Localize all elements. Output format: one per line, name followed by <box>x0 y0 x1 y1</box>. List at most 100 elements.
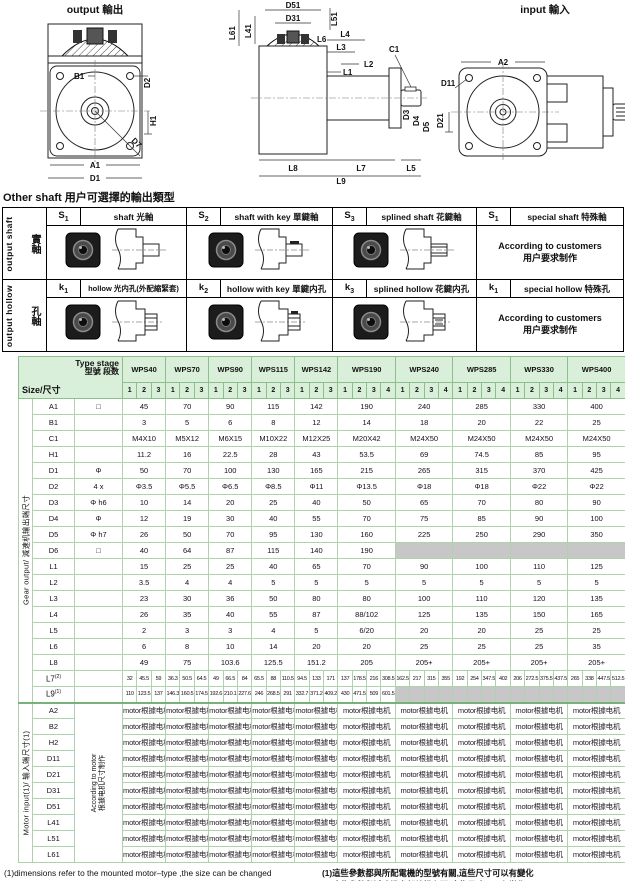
row-label-L61: L61 <box>32 846 75 863</box>
table-cell: 192 <box>452 670 468 687</box>
dim-A1: A1 <box>90 161 101 170</box>
table-cell: 85 <box>509 446 569 463</box>
table-cell: 25 <box>567 622 625 639</box>
table-cell: 285 <box>452 398 511 415</box>
table-cell: 88/102 <box>337 606 396 623</box>
table-cell: 165 <box>567 606 625 623</box>
table-cell: 308.5 <box>380 670 396 687</box>
empty-cell <box>495 686 511 703</box>
shaft-photo-plain <box>46 225 187 280</box>
motor-cell: motor根據电机 <box>165 701 210 719</box>
table-cell: 192.6 <box>208 686 224 703</box>
table-cell: 95 <box>567 446 625 463</box>
column-header-WPS40: WPS40 <box>122 356 167 383</box>
table-cell: 5 <box>165 414 210 431</box>
table-cell: 5 <box>294 622 339 639</box>
table-cell: Φ13.5 <box>337 478 396 495</box>
table-cell: 25 <box>251 494 296 511</box>
stage-header: 2 <box>265 382 281 399</box>
table-cell: 268.5 <box>265 686 281 703</box>
motor-cell: motor根據电机 <box>337 846 396 863</box>
table-cell: 18 <box>394 414 454 431</box>
table-cell: 162.5 <box>394 670 411 687</box>
table-cell: 471.5 <box>351 686 368 703</box>
table-cell: 125 <box>567 558 625 575</box>
table-cell: 25 <box>452 638 511 655</box>
table-cell: 25 <box>509 622 569 639</box>
label-shaft-with-key: shaft with key 單鍵軸 <box>220 207 333 226</box>
table-cell: 130 <box>294 526 339 543</box>
code-k1: k1 <box>46 279 81 298</box>
table-cell: 151.2 <box>294 654 339 671</box>
row-symbol <box>73 446 124 463</box>
motor-input-side-label: Motor input(1)/ 输入端尺寸(1) <box>18 701 33 863</box>
motor-cell: motor根據电机 <box>165 798 210 815</box>
table-cell: 123.5 <box>136 686 152 703</box>
motor-cell: motor根據电机 <box>165 814 210 831</box>
footnotes: (1)dimensions refer to the mounted motor… <box>4 867 623 881</box>
dim-D51: D51 <box>286 1 301 10</box>
column-header-WPS70: WPS70 <box>165 356 210 383</box>
table-cell: 75 <box>165 654 210 671</box>
table-cell: 409.2 <box>323 686 339 703</box>
flange-icon <box>64 304 101 340</box>
table-cell: 22.5 <box>208 446 253 463</box>
table-cell: 64.5 <box>193 670 210 687</box>
table-cell: 40 <box>122 542 167 559</box>
table-cell <box>567 542 625 559</box>
table-cell: 137 <box>337 670 353 687</box>
motor-cell: motor根據电机 <box>294 830 339 847</box>
table-cell: 125.5 <box>251 654 296 671</box>
dim-B1: B1 <box>74 72 85 81</box>
table-cell: 30 <box>208 510 253 527</box>
row-label-L4: L4 <box>32 606 75 623</box>
label-splined-hollow: splined hollow 花鍵内孔 <box>366 279 477 298</box>
row-label-A2: A2 <box>32 701 75 719</box>
table-cell: 32 <box>122 670 138 687</box>
motor-cell: motor根據电机 <box>452 782 511 799</box>
table-cell: 10 <box>122 494 167 511</box>
empty-cell <box>437 686 454 703</box>
table-cell: 332.7 <box>294 686 310 703</box>
table-cell: 4 <box>251 622 296 639</box>
label-special-hollow: special hollow 特殊孔 <box>510 279 624 298</box>
gear-output-side-label: Gear output/ 減速机输出端尺寸 <box>18 398 33 703</box>
empty-cell <box>552 686 569 703</box>
motor-cell: motor根據电机 <box>567 830 625 847</box>
table-cell: 25 <box>165 558 210 575</box>
stage-header: 1 <box>452 382 468 399</box>
splined-hollow-icon <box>399 300 450 342</box>
motor-cell: motor根據电机 <box>251 814 296 831</box>
table-cell: 2 <box>122 622 167 639</box>
table-cell: 25 <box>208 558 253 575</box>
motor-cell: motor根據电机 <box>208 718 253 735</box>
table-cell: 315 <box>452 462 511 479</box>
table-cell: 12 <box>122 510 167 527</box>
table-cell: 430 <box>337 686 353 703</box>
custom-shaft-note: According to customers 用户要求制作 <box>476 225 624 280</box>
row-symbol: Φ h7 <box>73 526 124 543</box>
motor-cell: motor根據电机 <box>251 718 296 735</box>
motor-cell: motor根據电机 <box>208 750 253 767</box>
table-cell: 110.5 <box>279 670 296 687</box>
motor-cell: motor根據电机 <box>509 734 569 751</box>
table-cell: 142 <box>294 398 339 415</box>
input-view-drawing: input 輸入 A2 D11 D21 <box>436 3 625 162</box>
motor-cell: motor根據电机 <box>208 701 253 719</box>
table-cell: 4 <box>208 574 253 591</box>
table-cell: 137 <box>150 686 167 703</box>
motor-cell: motor根據电机 <box>337 814 396 831</box>
table-cell: 290 <box>509 526 569 543</box>
table-cell: 70 <box>165 462 210 479</box>
motor-cell: motor根據电机 <box>165 718 210 735</box>
table-cell: 171 <box>323 670 339 687</box>
table-cell: 20 <box>208 494 253 511</box>
output-hollow-label-zh: 孔軸 <box>29 305 40 326</box>
dimension-table: Type stage 型號 段数 Size/尺寸 WPS40 WPS70 WPS90 WPS… <box>17 356 625 863</box>
motor-cell: motor根據电机 <box>509 798 569 815</box>
row-label-L7: L7(2) <box>32 670 75 687</box>
motor-cell: motor根據电机 <box>251 766 296 783</box>
row-label-L2: L2 <box>32 574 75 591</box>
column-header-WPS190: WPS190 <box>337 356 396 383</box>
